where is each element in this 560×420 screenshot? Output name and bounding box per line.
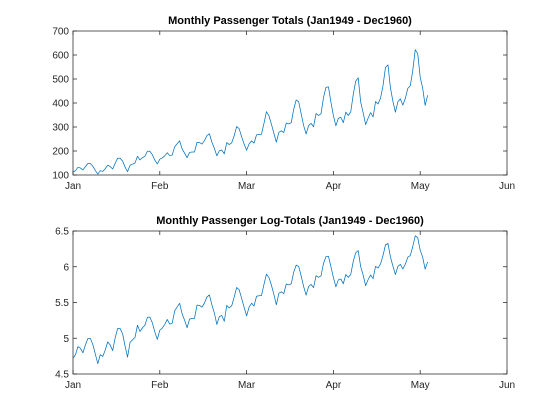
y-tick-label: 5.5 [55,298,69,309]
x-tick-label: Mar [238,181,256,192]
series-line [72,235,428,365]
x-tick-label: Mar [238,380,256,391]
subplot-2: Monthly Passenger Log-Totals (Jan1949 - … [55,215,515,391]
series-line [72,49,429,175]
chart-title: Monthly Passenger Totals (Jan1949 - Dec1… [168,15,412,27]
y-tick-label: 500 [52,75,69,86]
x-tick-label: May [411,181,430,192]
plot-area [72,230,508,375]
y-tick-label: 600 [52,51,69,62]
x-tick-label: Jun [499,380,515,391]
x-tick-label: Jun [499,181,515,192]
x-tick-label: Feb [151,380,169,391]
y-tick-label: 200 [52,147,69,158]
subplot-1: Monthly Passenger Totals (Jan1949 - Dec1… [52,15,515,192]
y-tick-label: 6.5 [55,227,69,238]
x-tick-label: May [411,380,430,391]
y-tick-label: 4.5 [55,370,69,381]
plot-area [72,30,508,176]
chart-title: Monthly Passenger Log-Totals (Jan1949 - … [156,215,424,227]
y-tick-label: 6 [63,262,69,273]
x-tick-label: Feb [151,181,169,192]
x-tick-label: Apr [326,380,342,391]
y-tick-label: 100 [52,171,69,182]
x-tick-label: Apr [326,181,342,192]
x-tick-label: Jan [65,181,81,192]
y-tick-label: 300 [52,123,69,134]
y-tick-label: 400 [52,99,69,110]
y-tick-label: 5 [63,334,69,345]
y-tick-label: 700 [52,27,69,38]
x-tick-label: Jan [65,380,81,391]
